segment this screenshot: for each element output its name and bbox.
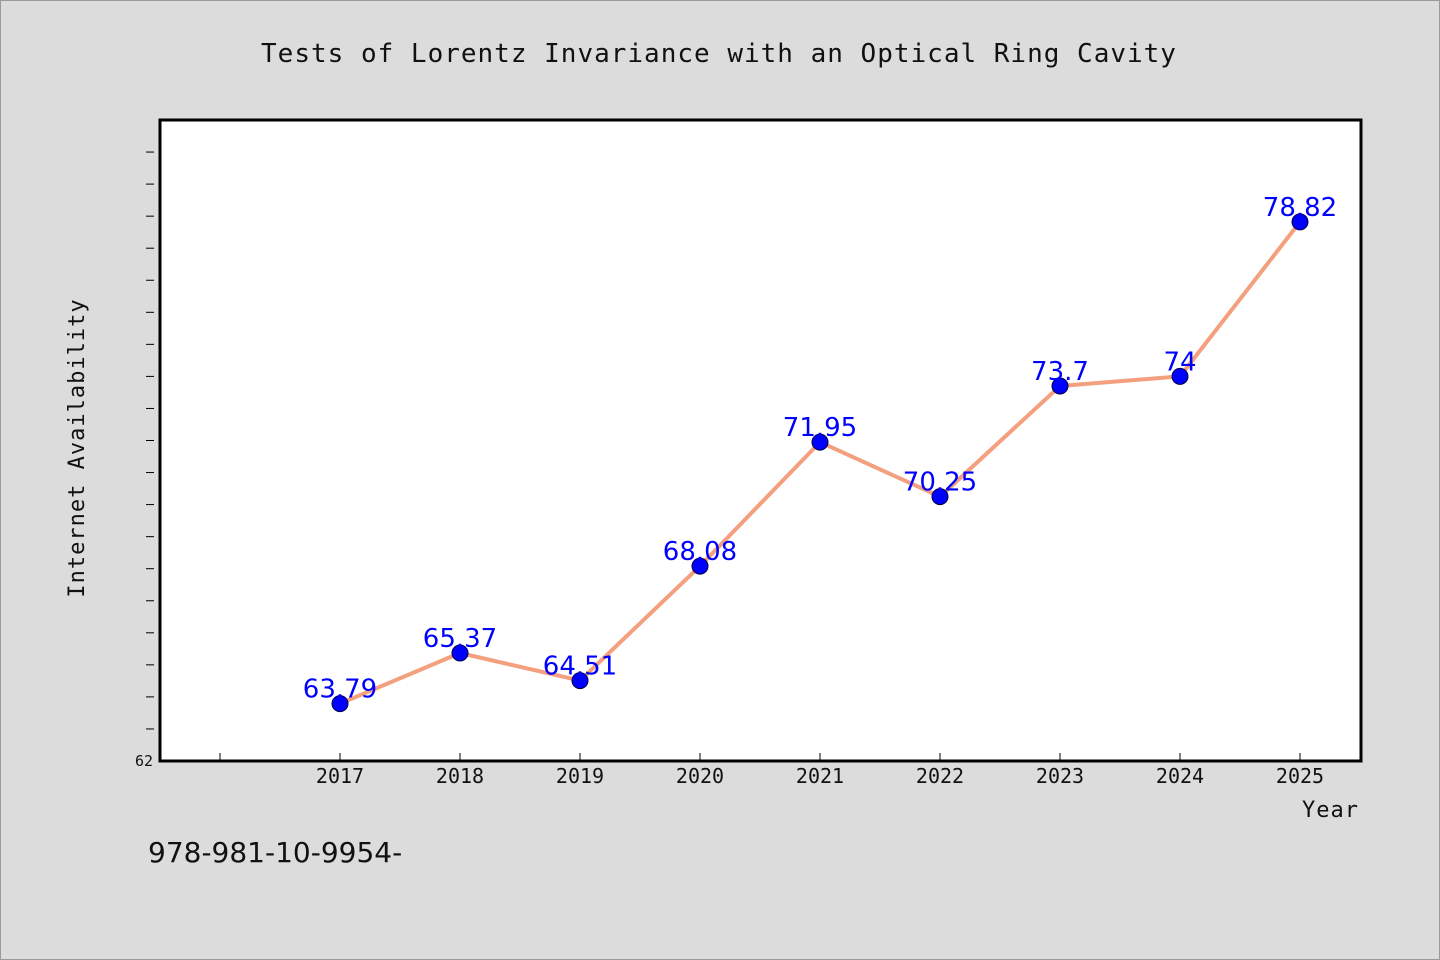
- x-tick-label: 2025: [1276, 764, 1324, 788]
- x-tick-label: 2022: [916, 764, 964, 788]
- data-label: 70.25: [903, 468, 977, 498]
- x-tick-label: 2017: [316, 764, 364, 788]
- data-point: [931, 488, 949, 506]
- x-tick-label: 2019: [556, 764, 604, 788]
- data-label: 71.95: [783, 413, 857, 443]
- chart-title: Tests of Lorentz Invariance with an Opti…: [261, 39, 1177, 69]
- x-tick-label: 2024: [1156, 764, 1204, 788]
- y-axis-label: Internet Availability: [65, 298, 90, 597]
- x-axis-label: Year: [1302, 798, 1359, 823]
- data-label: 68.08: [663, 537, 737, 567]
- data-label: 64.51: [543, 652, 617, 682]
- data-label: 73.7: [1031, 357, 1089, 387]
- data-label: 74: [1163, 347, 1196, 377]
- data-point: [331, 695, 349, 713]
- x-axis-ticks: [219, 753, 1301, 762]
- data-point: [691, 557, 709, 575]
- data-label: 65.37: [423, 624, 497, 654]
- data-labels: 63.79 65.37 64.51 68.08 71.95 70.25 73.7 74 78.8…: [303, 193, 1337, 705]
- plot-area: [158, 118, 1363, 763]
- data-markers: [331, 213, 1309, 713]
- data-point: [811, 433, 829, 451]
- data-point: [571, 672, 589, 690]
- footnote: 978-981-10-9954-: [148, 836, 402, 869]
- data-point: [1171, 367, 1189, 385]
- y-axis-ticks: [146, 151, 154, 730]
- data-label: 63.79: [303, 675, 377, 705]
- x-tick-label: 2018: [436, 764, 484, 788]
- data-label: 78.82: [1263, 193, 1337, 223]
- data-point: [1051, 377, 1069, 395]
- x-tick-label: 2023: [1036, 764, 1084, 788]
- y-axis-min-label: 62: [135, 752, 153, 770]
- x-axis-tick-labels: 2017 2018 2019 2020 2021 2022 2023 2024 2025: [316, 764, 1324, 788]
- data-point: [1291, 213, 1309, 231]
- x-tick-label: 2021: [796, 764, 844, 788]
- data-point: [451, 644, 469, 662]
- x-tick-label: 2020: [676, 764, 724, 788]
